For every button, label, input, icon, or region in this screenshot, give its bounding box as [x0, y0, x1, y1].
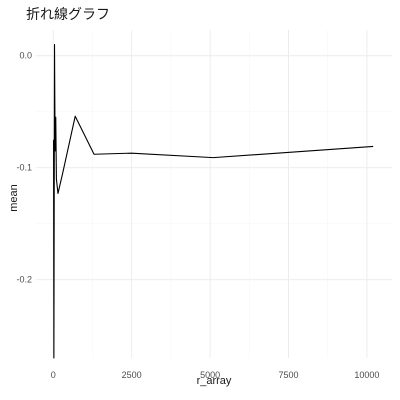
- x-tick-label: 0: [51, 370, 56, 380]
- y-axis-ticks: 0.0 -0.1 -0.2: [16, 51, 32, 285]
- y-tick-label: -0.1: [16, 163, 32, 173]
- x-tick-label: 10000: [354, 370, 379, 380]
- y-tick-label: -0.2: [16, 275, 32, 285]
- series-line: [53, 43, 374, 359]
- x-tick-label: 7500: [278, 370, 298, 380]
- x-axis-ticks: 0 2500 5000 7500 10000: [51, 370, 380, 380]
- chart-title: 折れ線グラフ: [26, 7, 110, 23]
- series-layer: [53, 43, 374, 359]
- x-tick-label: 5000: [200, 370, 220, 380]
- x-axis-label: r_array: [197, 375, 232, 387]
- grid: [36, 30, 392, 358]
- y-axis-label: mean: [8, 184, 20, 212]
- x-tick-label: 2500: [122, 370, 142, 380]
- y-tick-label: 0.0: [19, 51, 32, 61]
